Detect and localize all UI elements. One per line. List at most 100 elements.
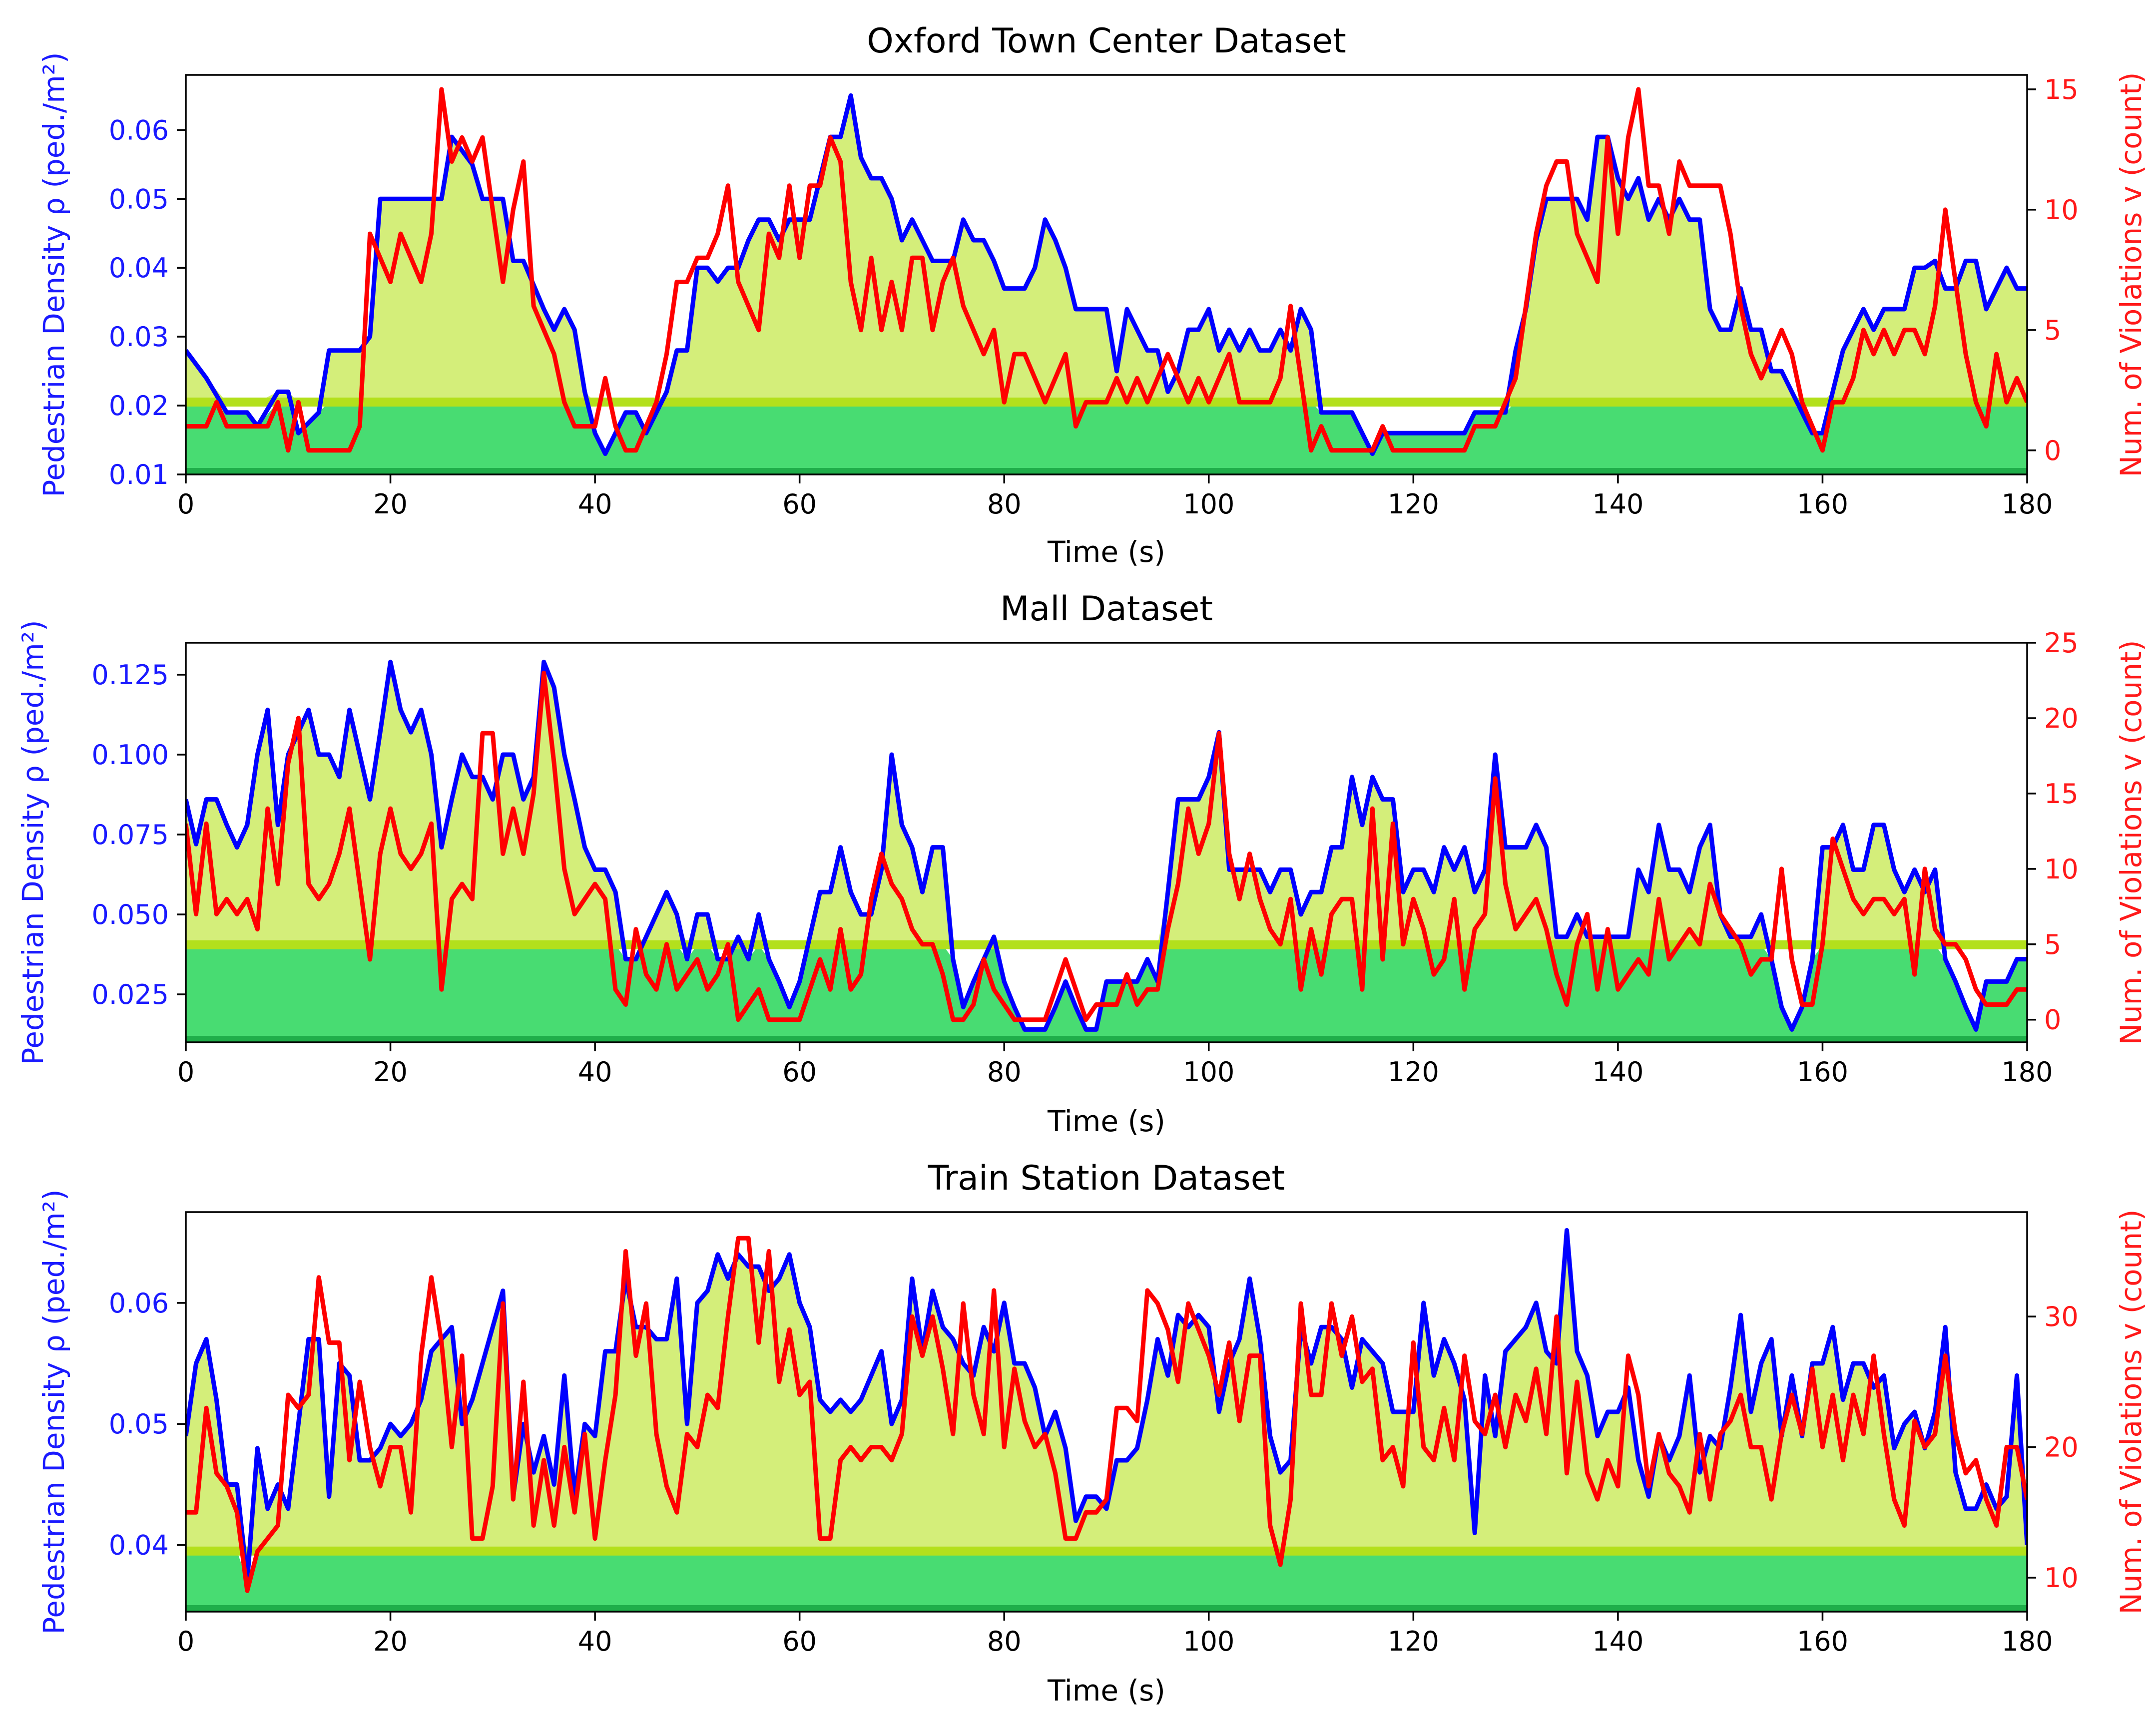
fill-above-area-mall (186, 662, 2027, 945)
y-tick-label-left: 0.06 (109, 114, 169, 146)
y-tick-label-right: 10 (2044, 854, 2079, 885)
x-tick-label: 120 (1388, 488, 1439, 520)
x-axis-mall: 0 20 40 60 80 100 120 140 160 180 (177, 1042, 2053, 1088)
y-axis-right-mall: 0 5 10 15 20 25 (2027, 627, 2079, 1036)
plot-area-oxford (186, 87, 2027, 474)
y-axis-label-left-train: Pedestrian Density ρ (ped./m²) (37, 1189, 71, 1634)
x-axis-label-train: Time (s) (1047, 1674, 1165, 1708)
x-tick-label: 60 (782, 488, 817, 520)
y-tick-label-left: 0.06 (109, 1288, 169, 1319)
x-tick-label: 40 (578, 1626, 612, 1657)
fill-below-area-oxford (186, 402, 2027, 471)
plot-area-mall (186, 659, 2027, 1042)
y-axis-label-left-mall: Pedestrian Density ρ (ped./m²) (16, 620, 50, 1065)
panel-title-oxford: Oxford Town Center Dataset (867, 21, 1346, 61)
panel-title-mall: Mall Dataset (1000, 589, 1213, 629)
y-axis-label-right-mall: Num. of Violations v (count) (2114, 640, 2148, 1045)
y-tick-label-right: 5 (2044, 929, 2061, 960)
x-tick-label: 160 (1797, 1626, 1848, 1657)
x-tick-label: 140 (1592, 488, 1643, 520)
x-tick-label: 20 (373, 1056, 408, 1088)
plot-frame-mall (185, 642, 2028, 1043)
y-tick-label-left: 0.04 (109, 1530, 169, 1561)
plot-frame-oxford (185, 74, 2028, 475)
y-tick-label-left: 0.050 (91, 899, 169, 930)
y-tick-label-right: 5 (2044, 315, 2061, 346)
fill-above-area-oxford (186, 95, 2027, 403)
x-tick-label: 100 (1183, 1626, 1234, 1657)
y-tick-label-right: 25 (2044, 627, 2079, 659)
y-tick-label-left: 0.125 (91, 659, 169, 691)
y-tick-label-left: 0.05 (109, 183, 169, 215)
violations-line-mall (186, 670, 2027, 1022)
x-tick-label: 120 (1388, 1056, 1439, 1088)
violations-line-train (186, 1236, 2027, 1593)
y-axis-right-train: 10 20 30 (2027, 1301, 2079, 1594)
y-tick-label-right: 20 (2044, 703, 2079, 734)
y-axis-left-train: 0.04 0.05 0.06 (109, 1288, 186, 1561)
y-axis-label-left-oxford: Pedestrian Density ρ (ped./m²) (37, 52, 71, 497)
x-tick-label: 140 (1592, 1056, 1643, 1088)
x-tick-label: 160 (1797, 488, 1848, 520)
panel-title-train: Train Station Dataset (928, 1159, 1285, 1198)
x-tick-label: 0 (177, 488, 194, 520)
x-tick-label: 180 (2001, 488, 2053, 520)
y-axis-label-right-oxford: Num. of Violations v (count) (2114, 72, 2148, 477)
y-axis-right-oxford: 0 5 10 15 (2027, 74, 2079, 466)
y-tick-label-left: 0.03 (109, 321, 169, 353)
y-tick-label-left: 0.02 (109, 390, 169, 422)
fill-below-threshold-oxford (186, 402, 2027, 471)
x-tick-label: 140 (1592, 1626, 1643, 1657)
y-tick-label-right: 20 (2044, 1432, 2079, 1463)
x-tick-label: 20 (373, 1626, 408, 1657)
x-axis-label-oxford: Time (s) (1047, 535, 1165, 569)
y-tick-label-right: 15 (2044, 74, 2079, 105)
y-axis-left-oxford: 0.01 0.02 0.03 0.04 0.05 0.06 (109, 114, 186, 490)
x-tick-label: 60 (782, 1056, 817, 1088)
y-tick-label-right: 10 (2044, 1562, 2079, 1594)
x-tick-label: 100 (1183, 1056, 1234, 1088)
violations-line-oxford (186, 87, 2027, 453)
x-tick-label: 160 (1797, 1056, 1848, 1088)
x-tick-label: 80 (987, 488, 1022, 520)
x-tick-label: 40 (578, 488, 612, 520)
fill-above-threshold-mall (186, 662, 2027, 945)
y-tick-label-left: 0.04 (109, 252, 169, 284)
y-tick-label-right: 0 (2044, 1004, 2061, 1036)
y-tick-label-right: 0 (2044, 435, 2061, 466)
y-tick-label-right: 10 (2044, 194, 2079, 226)
y-tick-label-left: 0.01 (109, 459, 169, 490)
y-axis-left-mall: 0.025 0.050 0.075 0.100 0.125 (91, 659, 186, 1010)
x-tick-label: 20 (373, 488, 408, 520)
y-tick-label-left: 0.025 (91, 979, 169, 1010)
panel-train: Train Station Dataset 0 20 40 60 80 100 120 140… (37, 1159, 2148, 1708)
fill-above-threshold-oxford (186, 95, 2027, 403)
x-tick-label: 80 (987, 1626, 1022, 1657)
panel-oxford: Oxford Town Center Dataset 0 20 40 60 80 100 1… (37, 21, 2148, 569)
x-tick-label: 40 (578, 1056, 612, 1088)
y-tick-label-right: 30 (2044, 1301, 2079, 1332)
y-tick-label-right: 15 (2044, 778, 2079, 810)
x-tick-label: 0 (177, 1056, 194, 1088)
plot-frame-train (185, 1211, 2028, 1613)
x-axis-label-mall: Time (s) (1047, 1104, 1165, 1138)
x-axis-train: 0 20 40 60 80 100 120 140 160 180 (177, 1612, 2053, 1657)
x-tick-label: 0 (177, 1626, 194, 1657)
x-tick-label: 120 (1388, 1626, 1439, 1657)
plot-area-train (186, 1228, 2027, 1612)
x-tick-label: 100 (1183, 488, 1234, 520)
x-tick-label: 60 (782, 1626, 817, 1657)
x-tick-label: 180 (2001, 1626, 2053, 1657)
fill-below-threshold-train (186, 1551, 2027, 1609)
x-tick-label: 180 (2001, 1056, 2053, 1088)
y-tick-label-left: 0.05 (109, 1408, 169, 1440)
y-axis-label-right-train: Num. of Violations v (count) (2114, 1210, 2148, 1615)
density-line-oxford (186, 93, 2027, 456)
y-tick-label-left: 0.075 (91, 819, 169, 851)
panel-mall: Mall Dataset 0 20 40 60 80 100 120 140 160 180 0.… (16, 589, 2148, 1138)
x-axis-oxford: 0 20 40 60 80 100 120 140 160 180 (177, 474, 2053, 520)
x-tick-label: 80 (987, 1056, 1022, 1088)
fill-below-area-train (186, 1551, 2027, 1609)
y-tick-label-left: 0.100 (91, 739, 169, 771)
